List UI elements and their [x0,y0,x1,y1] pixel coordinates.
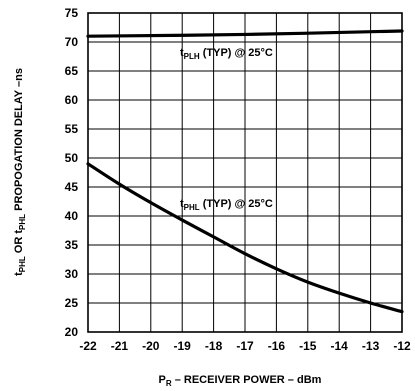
y-tick-label: 65 [65,64,79,78]
x-tick-label: -14 [331,339,349,353]
x-tick-label: -19 [174,339,192,353]
x-tick-label: -12 [393,339,411,353]
y-tick-label: 70 [65,35,79,49]
x-axis-title: PR – RECEIVER POWER – dBm [159,374,322,388]
y-tick-label: 55 [65,122,79,136]
grid-lines [87,12,403,333]
series-label-tphl: tPHL (TYP) @ 25°C [180,198,273,212]
y-tick-label: 35 [65,238,79,252]
y-tick-label: 40 [65,209,79,223]
x-tick-label: -20 [142,339,160,353]
x-tick-label: -18 [205,339,223,353]
curve-tphl [86,162,404,314]
y-tick-label: 30 [65,267,79,281]
x-tick-label: -17 [236,339,254,353]
curve-tplh [86,29,404,38]
y-tick-label: 45 [65,180,79,194]
y-tick-label: 25 [65,296,79,310]
y-tick-label: 75 [65,6,79,20]
y-tick-labels: 20 25 30 35 40 45 50 55 60 65 70 75 [65,6,79,339]
x-tick-label: -22 [79,339,97,353]
x-tick-label: -16 [268,339,286,353]
data-curves [86,29,404,314]
y-tick-label: 60 [65,93,79,107]
plot-frame [87,12,403,333]
x-tick-label: -13 [362,339,380,353]
x-tick-label: -21 [111,339,129,353]
x-tick-label: -15 [299,339,317,353]
y-tick-label: 20 [65,325,79,339]
x-tick-labels: -22 -21 -20 -19 -18 -17 -16 -15 -14 -13 -12 [79,339,411,353]
series-label-tplh: tPLH (TYP) @ 25°C [180,47,273,61]
y-tick-label: 50 [65,151,79,165]
y-axis-title: tPHL OR tPHL PROPOGATION DELAY –ns [13,68,27,276]
